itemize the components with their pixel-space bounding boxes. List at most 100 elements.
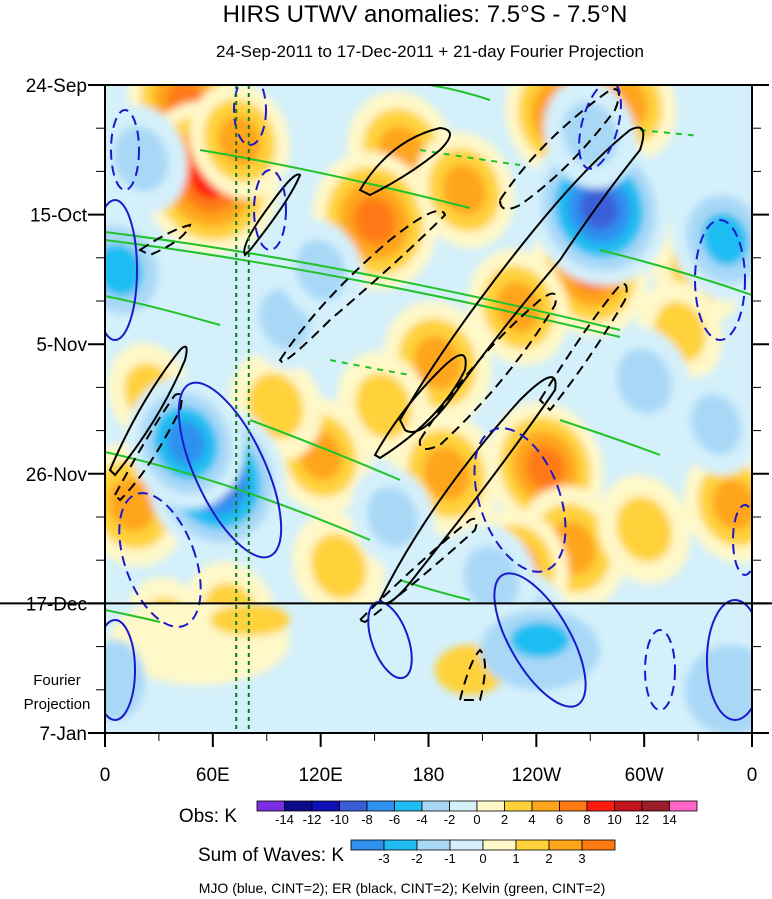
kelvin-contour [419,149,521,166]
x-axis-labels: 0 60E 120E 180 120W 60W 0 [100,765,758,786]
mjo-contour [105,619,136,721]
anomaly-blob [712,479,752,530]
legend-swatch [449,800,478,812]
y-tick-label: 17-Dec [26,594,87,615]
legend-swatch [366,800,395,812]
er-contour [398,126,645,433]
y-tick-label: 5-Nov [36,335,87,356]
waves-legend-label: Sum of Waves: K [198,845,344,866]
mjo-contour [694,219,746,341]
x-tick-label: 60E [196,765,230,786]
kelvin-contour [329,359,411,376]
x-tick-label: 120E [298,765,342,786]
kelvin-contour [639,129,701,137]
legend-swatch [581,839,616,851]
legend-tick-label: 3 [578,851,585,866]
anomaly-blob [218,115,262,166]
anomaly-blob [113,126,169,192]
mjo-contour [493,572,587,708]
anomaly-blob [690,394,742,455]
legend-tick-label: -10 [330,812,349,827]
mjo-contour [732,504,752,576]
projection-negative-area [510,622,570,658]
anomaly-blob [166,421,206,465]
legend-tick-label: -2 [444,812,456,827]
legend-swatch [641,800,670,812]
mjo-contours [105,85,752,721]
legend-swatch [548,839,583,851]
legend-swatch [482,839,517,851]
legend-swatch [383,839,418,851]
kelvin-contour [105,451,371,541]
er-contour [458,648,486,701]
legend-tick-label: -8 [361,812,373,827]
x-tick-label: 0 [747,765,758,786]
er-contour [418,292,557,450]
projection-negative-area [105,640,145,720]
mjo-contour [105,199,138,341]
legend-tick-label: 12 [635,812,649,827]
chart-title: HIRS UTWV anomalies: 7.5°S - 7.5°N [223,1,628,28]
y-axis-labels: 24-Sep 15-Oct 5-Nov 26-Nov 17-Dec 7-Jan [26,76,88,745]
er-contour [358,517,478,624]
kelvin-contour [105,295,221,326]
er-contour [498,88,620,210]
anomaly-blob [355,373,412,439]
kelvin-contour [559,419,661,456]
legend-swatch [284,800,313,812]
mjo-contour [233,85,267,146]
x-tick-label: 180 [413,765,445,786]
mjo-contour [110,109,140,191]
legend-tick-label: 10 [607,812,621,827]
anomaly-blob [367,486,418,548]
kelvin-contours [105,85,752,623]
anomaly-blob [701,212,749,266]
er-contour [538,283,628,412]
legend-swatch [669,800,698,812]
legend-tick-label: 0 [473,812,480,827]
anomaly-blob [295,239,347,301]
legend-swatch [531,800,560,812]
mjo-contour [253,169,287,251]
legend-swatch [339,800,368,812]
obs-legend-label: Obs: K [179,806,237,827]
anomaly-blob [616,348,672,414]
anomaly-blob [247,373,304,439]
legend-tick-label: 8 [583,812,590,827]
y-tick-label: 15-Oct [30,206,88,227]
anomaly-blob [442,165,486,215]
anomaly-blob [423,447,470,501]
x-tick-label: 120W [512,765,562,786]
mjo-contour [177,381,283,559]
kelvin-contour [105,231,621,331]
kelvin-contour [105,239,621,338]
x-tick-label: 0 [100,765,111,786]
anomaly-blob [105,243,143,297]
projection-negative-area [685,645,752,733]
legend-tick-label: -4 [416,812,428,827]
mjo-contour [644,629,676,711]
legend-swatch [614,800,643,812]
legend-tick-label: 2 [501,812,508,827]
anomaly-field [105,85,752,603]
legend-tick-label: -12 [303,812,322,827]
er-contours [108,88,645,701]
legend-tick-label: 1 [512,851,519,866]
legend-swatch [504,800,533,812]
axis-ticks [88,84,769,747]
er-contour [378,376,557,605]
legend-swatch [421,800,450,812]
legend-tick-label: -3 [378,851,390,866]
kelvin-contour [249,419,401,481]
footer-caption: MJO (blue, CINT=2); ER (black, CINT=2); … [199,880,606,896]
legend-tick-label: 0 [479,851,486,866]
y-tick-label: 24-Sep [26,76,87,97]
er-contour [108,345,188,477]
anomaly-blob [562,101,619,168]
obs-legend: -14 -12 -10 -8 -6 -4 -2 0 2 4 6 8 10 12 14 [256,800,698,827]
er-contour [358,126,451,197]
legend-tick-label: -2 [411,851,423,866]
mjo-contour [473,427,567,573]
x-tick-label: 60W [625,765,664,786]
legend-tick-label: 4 [528,812,535,827]
